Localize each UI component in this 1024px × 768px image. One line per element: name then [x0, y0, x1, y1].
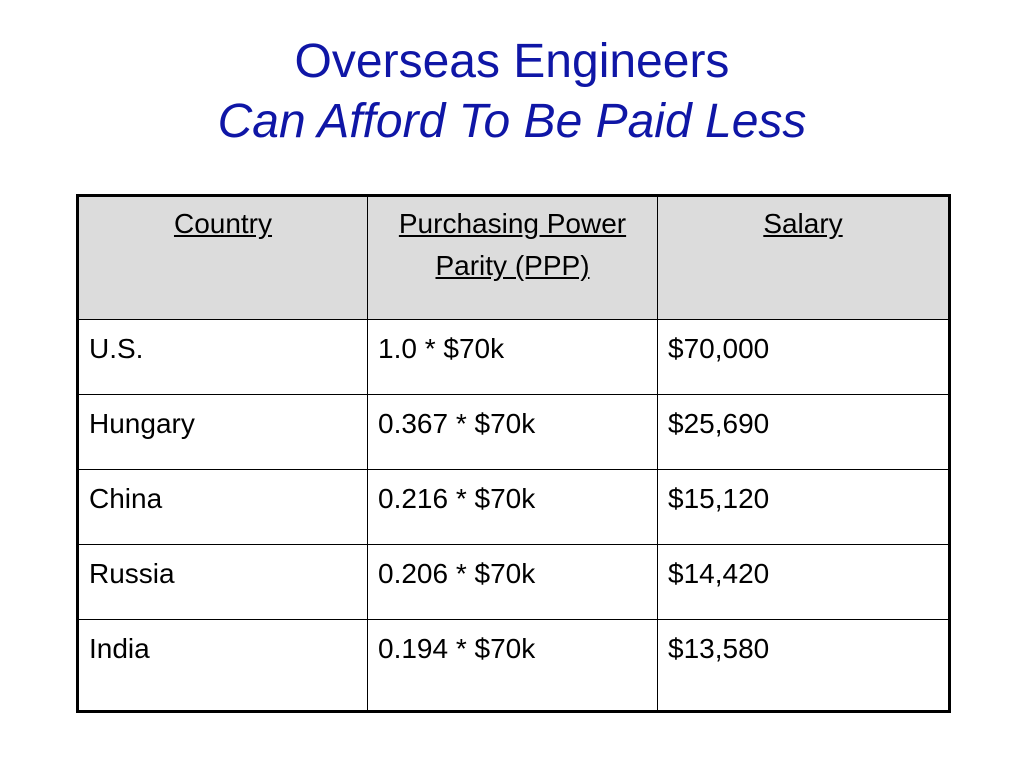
cell-country: U.S. [77, 319, 368, 395]
header-cell-country: Country [77, 195, 368, 320]
header-label-ppp: Purchasing Power Parity (PPP) [398, 208, 627, 281]
cell-salary: $14,420 [657, 544, 950, 620]
table-row: Hungary 0.367 * $70k $25,690 [77, 394, 950, 470]
cell-salary: $25,690 [657, 394, 950, 470]
header-cell-salary: Salary [657, 195, 950, 320]
header-label-country: Country [173, 208, 273, 239]
cell-country: India [77, 619, 368, 712]
salary-table: Country Purchasing Power Parity (PPP) Sa… [76, 194, 951, 713]
cell-ppp: 1.0 * $70k [367, 319, 658, 395]
table-row: China 0.216 * $70k $15,120 [77, 469, 950, 545]
slide-title: Overseas Engineers Can Afford To Be Paid… [0, 32, 1024, 152]
cell-salary: $15,120 [657, 469, 950, 545]
table-row: Russia 0.206 * $70k $14,420 [77, 544, 950, 620]
cell-country: Russia [77, 544, 368, 620]
cell-country: China [77, 469, 368, 545]
table-body: U.S. 1.0 * $70k $70,000 Hungary 0.367 * … [77, 319, 950, 712]
cell-salary: $13,580 [657, 619, 950, 712]
cell-ppp: 0.216 * $70k [367, 469, 658, 545]
table-row: India 0.194 * $70k $13,580 [77, 619, 950, 712]
table-row: U.S. 1.0 * $70k $70,000 [77, 319, 950, 395]
subtitle-line: Can Afford To Be Paid Less [217, 95, 807, 148]
cell-salary: $70,000 [657, 319, 950, 395]
header-cell-ppp: Purchasing Power Parity (PPP) [367, 195, 658, 320]
header-label-salary: Salary [763, 208, 843, 239]
table-header: Country Purchasing Power Parity (PPP) Sa… [77, 195, 950, 320]
cell-ppp: 0.206 * $70k [367, 544, 658, 620]
cell-country: Hungary [77, 394, 368, 470]
title-line: Overseas Engineers [294, 35, 730, 88]
cell-ppp: 0.194 * $70k [367, 619, 658, 712]
cell-ppp: 0.367 * $70k [367, 394, 658, 470]
header-row: Country Purchasing Power Parity (PPP) Sa… [77, 195, 950, 320]
